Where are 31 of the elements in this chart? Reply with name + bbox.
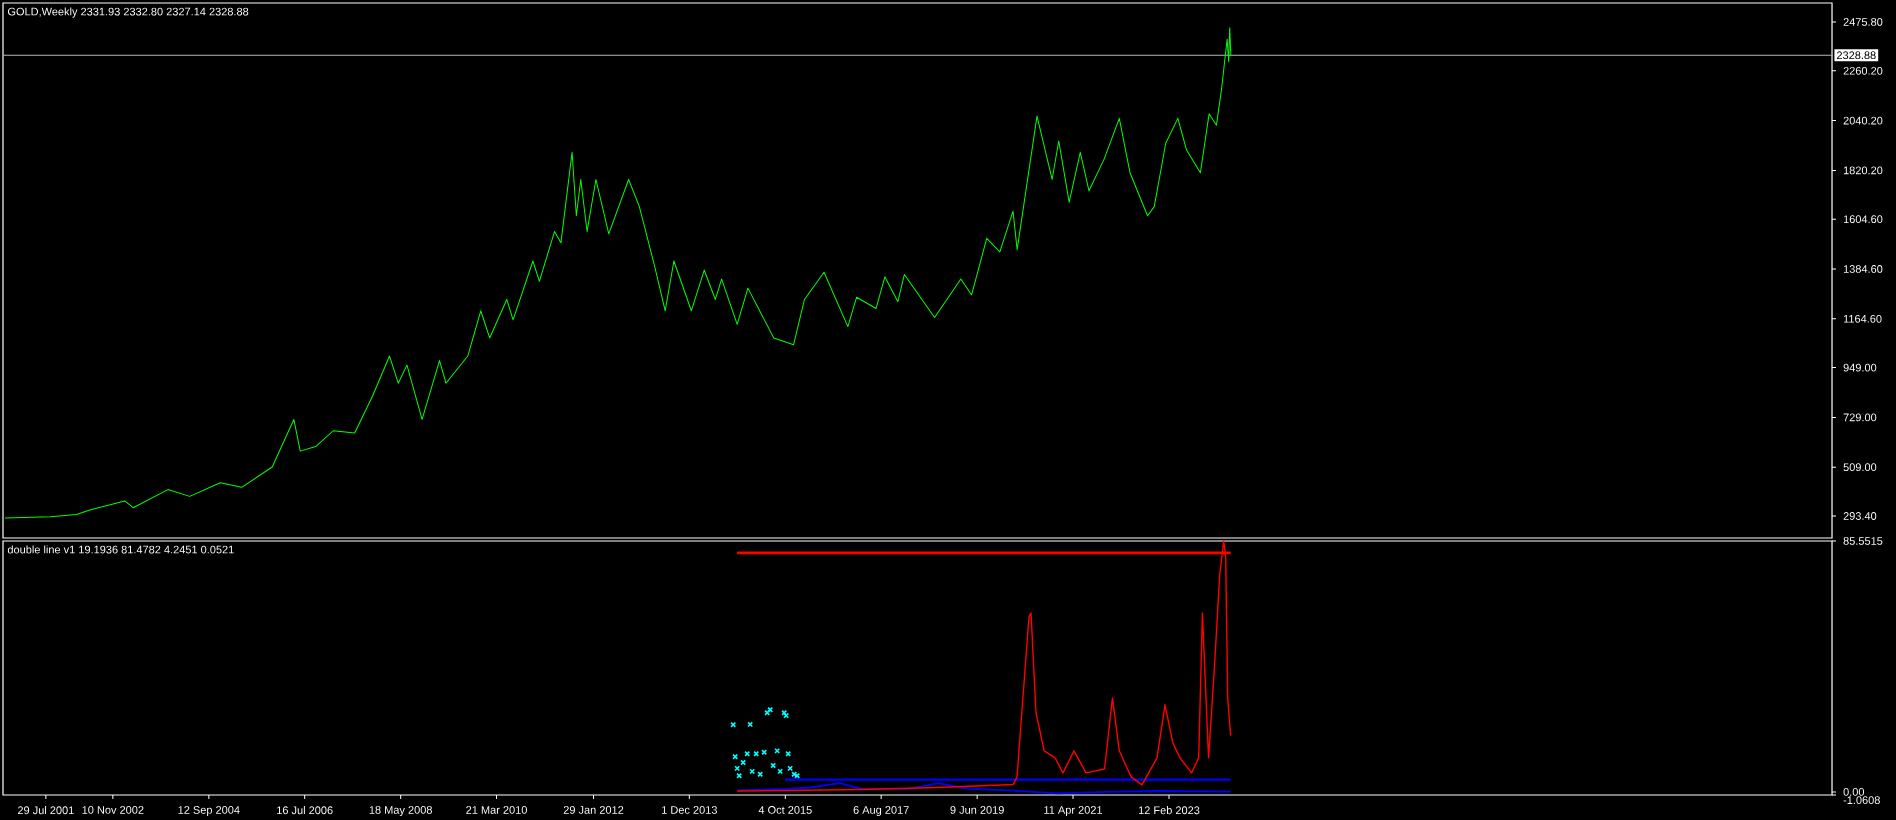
x-tick-label: 9 Jun 2019 [950, 806, 1004, 814]
y-tick-label: 1384.60 [1843, 265, 1883, 273]
chart-title: double line v1 19.1936 81.4782 4.2451 0.0521 [7, 545, 234, 554]
x-tick-label: 4 Oct 2015 [758, 806, 812, 814]
y-tick-label: 1820.20 [1843, 166, 1883, 175]
x-tick-label: 21 Mar 2010 [466, 806, 527, 814]
x-tick-label: 12 Sep 2004 [178, 806, 240, 817]
chart-title: GOLD,Weekly 2331.93 2332.80 2327.14 2328.88 [7, 7, 249, 18]
x-tick-label: 10 Nov 2002 [82, 806, 144, 814]
x-tick-label: 11 Apr 2021 [1044, 806, 1103, 817]
y-tick-label: 1164.60 [1843, 314, 1882, 323]
x-tick-label: 29 Jul 2001 [17, 806, 74, 815]
y-tick-label: 85.5515 [1843, 537, 1883, 545]
y-tick-label: 2040.20 [1843, 116, 1883, 125]
x-tick-label: 12 Feb 2023 [1138, 806, 1200, 815]
y-tick-label: 2475.80 [1843, 18, 1883, 26]
y-tick-label: 293.40 [1843, 512, 1877, 520]
x-tick-label: 18 May 2008 [369, 806, 432, 817]
y-tick-label: 2260.20 [1843, 66, 1883, 75]
ref-line-label: 2328.88 [1836, 51, 1876, 60]
x-tick-label: 1 Dec 2013 [662, 806, 717, 814]
x-tick-label: 6 Aug 2017 [853, 806, 909, 817]
line-series [4, 27, 1232, 519]
y-tick-label: 1604.60 [1843, 215, 1883, 224]
y-tick-label: 0.00 [1843, 787, 1865, 796]
y-tick-label: 949.00 [1843, 363, 1877, 372]
x-tick-label: 16 Jul 2006 [277, 806, 333, 815]
y-tick-label: 729.00 [1843, 413, 1877, 422]
y-tick-label: -1.0608 [1843, 796, 1880, 804]
y-tick-label: 509.00 [1843, 463, 1877, 472]
x-tick-label: 29 Jan 2012 [563, 806, 624, 814]
